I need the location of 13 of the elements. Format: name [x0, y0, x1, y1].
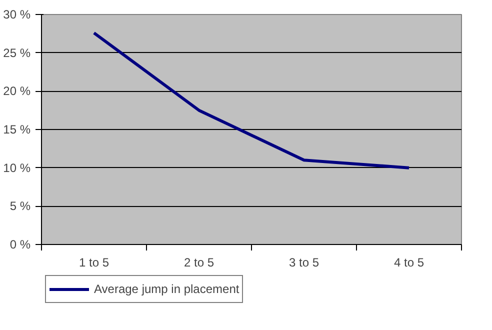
x-tick-label: 2 to 5 — [184, 256, 214, 270]
x-tick-label: 1 to 5 — [78, 256, 110, 270]
y-tick-label: 0 % — [10, 238, 31, 252]
y-tick-label: 20 % — [3, 84, 31, 98]
y-tick-label: 5 % — [10, 199, 31, 214]
y-tick-label: 10 % — [3, 160, 31, 175]
x-tick-label: 3 to 5 — [288, 256, 320, 270]
line-series — [92, 31, 410, 170]
x-tick-label: 4 to 5 — [394, 256, 424, 270]
y-tick-label: 25 % — [3, 46, 31, 60]
y-tick-label: 15 % — [3, 122, 31, 136]
y-tick-label: 30 % — [3, 8, 31, 22]
legend-label: Average jump in placement — [94, 282, 240, 296]
